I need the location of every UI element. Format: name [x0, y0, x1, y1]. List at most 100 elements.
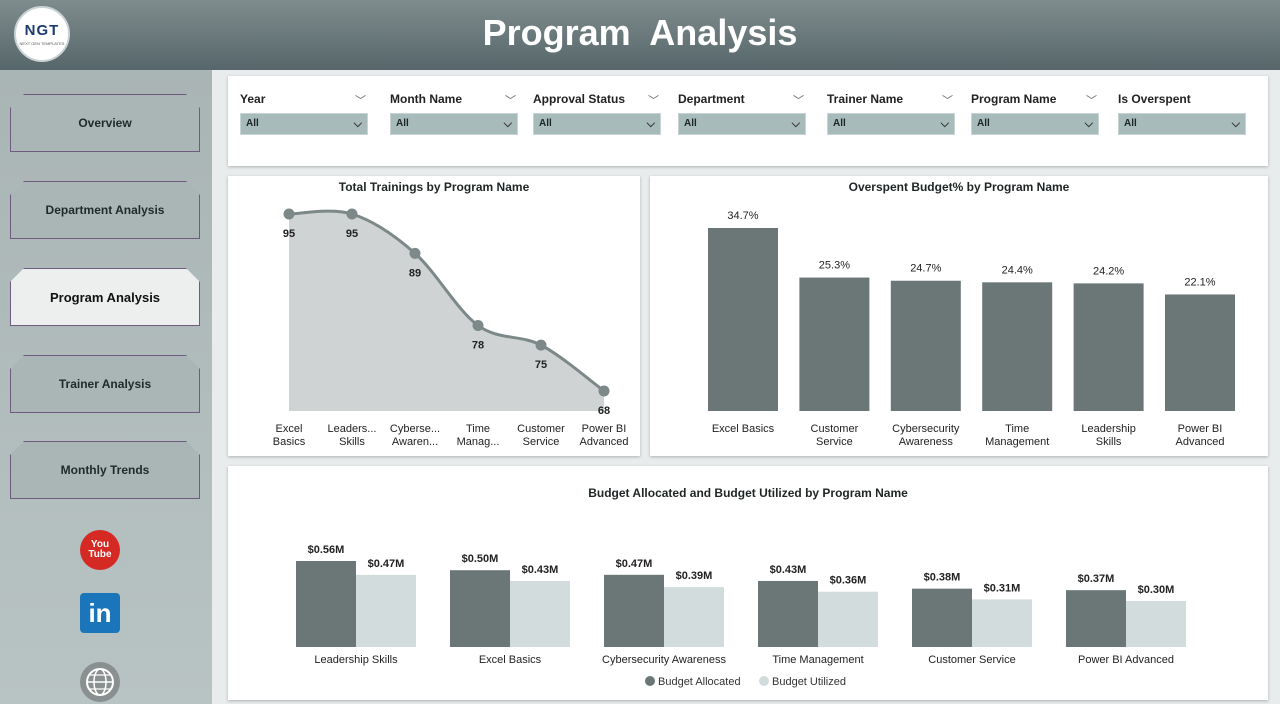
filter-program-name: Program Name ﹀ All ⌵ — [971, 90, 1099, 135]
chevron-down-icon[interactable]: ﹀ — [793, 95, 804, 107]
overspent-bar-chart: 34.7% Excel Basics 25.3% Customer Service 24.… — [708, 210, 1235, 448]
filter-approval-status: Approval Status ﹀ All ⌵ — [533, 90, 661, 135]
bar[interactable] — [1073, 283, 1144, 411]
header: NGT NEXT GEN TEMPLATES Program Analysis — [0, 0, 1280, 70]
bar[interactable] — [799, 277, 870, 411]
chevron-down-icon[interactable]: ﹀ — [1086, 95, 1097, 107]
ngt-logo[interactable]: NGT NEXT GEN TEMPLATES — [14, 6, 70, 62]
bar-budget-allocated[interactable] — [604, 574, 664, 647]
legend-label: Budget Allocated — [658, 676, 741, 688]
data-label: $0.36M — [830, 575, 867, 587]
nav-monthly-trends-button[interactable]: Monthly Trends — [10, 441, 200, 499]
data-label: $0.47M — [616, 558, 653, 570]
linkedin-icon[interactable]: in — [80, 593, 120, 633]
overspent-chart-panel: Overspent Budget% by Program Name 34.7% E… — [650, 176, 1268, 456]
bar[interactable] — [1165, 294, 1235, 411]
bar[interactable] — [708, 228, 778, 411]
filter-label: Is Overspent — [1118, 92, 1191, 106]
data-label: $0.38M — [924, 572, 961, 584]
nav-program-analysis-button[interactable]: Program Analysis — [10, 268, 200, 326]
data-label: 95 — [346, 228, 358, 240]
filter-label: Program Name — [971, 92, 1057, 106]
data-label: $0.31M — [984, 582, 1021, 594]
chart-title: Total Trainings by Program Name — [338, 180, 530, 194]
logo-text: NGT — [24, 22, 60, 39]
category-label: Customer Service — [517, 423, 565, 448]
chevron-down-icon: ⌵ — [503, 118, 512, 130]
category-label: Time Manag... — [457, 423, 500, 448]
category-label: Excel Basics — [273, 423, 306, 448]
bar-budget-utilized[interactable] — [818, 591, 878, 647]
data-point[interactable] — [535, 339, 547, 351]
filter-is-overspent: Is Overspent All ⌵ — [1118, 90, 1246, 135]
youtube-icon[interactable]: You Tube — [80, 530, 120, 570]
data-point[interactable] — [409, 247, 421, 259]
data-point[interactable] — [598, 385, 610, 397]
filter-trainer-select[interactable]: All ⌵ — [827, 113, 955, 135]
budget-grouped-bar-chart: $0.56M $0.47M Leadership Skills $0.50M $0.43… — [296, 544, 1186, 688]
trainings-chart-panel: Total Trainings by Program Name 95 Excel B… — [228, 176, 640, 456]
bar-budget-allocated[interactable] — [758, 580, 818, 647]
legend-marker — [645, 676, 655, 686]
filter-label: Department — [678, 92, 745, 106]
page-title: Program Analysis — [482, 12, 798, 53]
bar-budget-utilized[interactable] — [972, 599, 1032, 647]
filter-department-select[interactable]: All ⌵ — [678, 113, 806, 135]
nav-overview-button[interactable]: Overview — [10, 94, 200, 152]
data-label: $0.43M — [522, 564, 559, 576]
bar-budget-allocated[interactable] — [450, 570, 510, 647]
filter-value: All — [833, 118, 846, 129]
website-globe-icon[interactable] — [80, 662, 120, 702]
chevron-down-icon[interactable]: ﹀ — [942, 95, 953, 107]
bar-budget-utilized[interactable] — [356, 574, 416, 647]
chevron-down-icon[interactable]: ﹀ — [505, 95, 516, 107]
bar-budget-allocated[interactable] — [912, 588, 972, 647]
chart-title: Overspent Budget% by Program Name — [848, 180, 1070, 194]
category-label: Power BI Advanced — [580, 423, 629, 448]
filter-overspent-select[interactable]: All ⌵ — [1118, 113, 1246, 135]
bar[interactable] — [890, 280, 961, 411]
youtube-text-2: Tube — [88, 549, 112, 560]
category-label: Leadership Skills — [1081, 423, 1135, 448]
chevron-down-icon[interactable]: ﹀ — [648, 95, 659, 107]
chevron-down-icon[interactable]: ﹀ — [355, 95, 366, 107]
filter-year-select[interactable]: All ⌵ — [240, 113, 368, 135]
chevron-down-icon: ⌵ — [1231, 118, 1240, 130]
data-label: $0.37M — [1078, 573, 1115, 585]
data-point[interactable] — [346, 208, 358, 220]
filter-month-select[interactable]: All ⌵ — [390, 113, 518, 135]
filter-approval-select[interactable]: All ⌵ — [533, 113, 661, 135]
bar-budget-utilized[interactable] — [510, 580, 570, 647]
bar-budget-allocated[interactable] — [296, 561, 356, 647]
youtube-text-1: You — [90, 539, 110, 550]
filter-value: All — [977, 118, 990, 129]
data-label: 24.4% — [1002, 264, 1033, 276]
category-label: Excel Basics — [712, 423, 775, 435]
filter-year: Year ﹀ All ⌵ — [240, 90, 368, 135]
data-label: 24.2% — [1093, 265, 1124, 277]
category-label: Excel Basics — [479, 654, 542, 666]
category-label: Cybersecurity Awareness — [892, 423, 960, 448]
filter-label: Month Name — [390, 92, 462, 106]
filter-value: All — [539, 118, 552, 129]
filter-program-select[interactable]: All ⌵ — [971, 113, 1099, 135]
data-point[interactable] — [283, 208, 295, 220]
data-label: 78 — [472, 339, 484, 351]
chevron-down-icon: ⌵ — [791, 118, 800, 130]
bar-budget-allocated[interactable] — [1066, 590, 1126, 647]
category-label: Cyberse... Awaren... — [390, 423, 440, 448]
nav-trainer-analysis-button[interactable]: Trainer Analysis — [10, 355, 200, 413]
bar-budget-utilized[interactable] — [1126, 600, 1186, 647]
data-label: 25.3% — [819, 260, 850, 272]
data-point[interactable] — [472, 319, 484, 331]
filter-department: Department ﹀ All ⌵ — [678, 90, 806, 135]
area-fill — [289, 211, 604, 411]
data-label: 22.1% — [1184, 276, 1215, 288]
bar[interactable] — [982, 282, 1053, 411]
filter-label: Year — [240, 92, 266, 106]
bar-budget-utilized[interactable] — [664, 587, 724, 647]
logo-subtext: NEXT GEN TEMPLATES — [19, 41, 65, 46]
nav-department-analysis-button[interactable]: Department Analysis — [10, 181, 200, 239]
chevron-down-icon: ⌵ — [353, 118, 362, 130]
category-label: Leadership Skills — [314, 654, 398, 666]
